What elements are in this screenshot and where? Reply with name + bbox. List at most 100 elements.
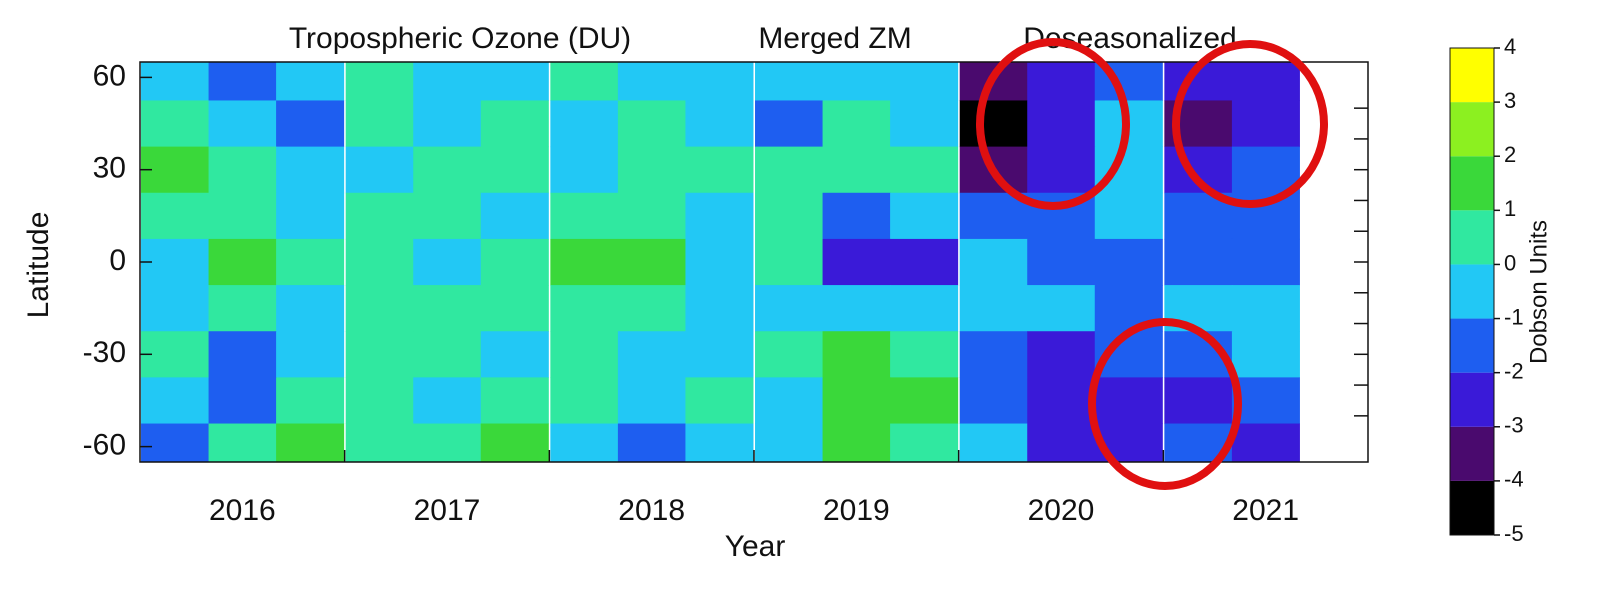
- colorbar-swatch: [1450, 264, 1494, 319]
- heat-cell: [550, 192, 619, 240]
- heat-cell: [1027, 146, 1096, 194]
- heat-cell: [208, 238, 277, 286]
- heat-cell: [413, 377, 482, 425]
- heat-cell: [413, 62, 482, 101]
- heat-cell: [755, 331, 824, 378]
- heat-cell: [413, 331, 482, 378]
- heat-cell: [1027, 62, 1096, 101]
- heat-cell: [890, 423, 959, 462]
- heat-cell: [208, 377, 277, 425]
- heat-cell: [822, 238, 891, 286]
- colorbar-swatch: [1450, 426, 1494, 481]
- heat-cell: [685, 62, 754, 101]
- colorbar-swatch: [1450, 480, 1494, 535]
- heat-cell: [550, 238, 619, 286]
- heat-cell: [685, 423, 754, 462]
- y-axis-label: Latitude: [22, 212, 55, 319]
- heat-cell: [1027, 331, 1096, 378]
- y-tick-label: 30: [93, 152, 126, 185]
- heat-cell: [208, 62, 277, 101]
- x-axis-label: Year: [725, 530, 786, 563]
- heat-cell: [685, 192, 754, 240]
- heat-cell: [1231, 423, 1300, 462]
- heat-cell: [617, 423, 686, 462]
- title: Merged ZM: [758, 22, 911, 55]
- heat-cell: [1164, 423, 1233, 462]
- colorbar-tick-label: 1: [1504, 196, 1516, 221]
- heat-cell: [1094, 238, 1163, 286]
- heat-cell: [276, 238, 345, 286]
- heat-cell: [1027, 423, 1096, 462]
- heat-cell: [890, 331, 959, 378]
- heat-cell: [617, 62, 686, 101]
- heat-cell: [345, 423, 414, 462]
- heat-cell: [276, 146, 345, 194]
- colorbar-tick-label: -2: [1504, 358, 1524, 383]
- heat-cell: [480, 238, 549, 286]
- heat-cell: [141, 100, 210, 148]
- heat-cell: [890, 285, 959, 332]
- heat-cell: [345, 146, 414, 194]
- heat-cell: [1231, 377, 1300, 425]
- heat-cell: [822, 146, 891, 194]
- heat-cell: [208, 285, 277, 332]
- x-tick-label: 2020: [1028, 494, 1095, 527]
- heat-cell: [345, 238, 414, 286]
- heat-cell: [617, 192, 686, 240]
- heat-cell: [755, 238, 824, 286]
- heat-cell: [755, 62, 824, 101]
- heat-cell: [959, 100, 1028, 148]
- heat-cell: [413, 146, 482, 194]
- colorbar-tick-label: -3: [1504, 413, 1524, 438]
- heat-cell: [480, 377, 549, 425]
- heat-cell: [755, 423, 824, 462]
- heat-cell: [959, 238, 1028, 286]
- heat-cell: [1094, 192, 1163, 240]
- colorbar-tick-label: -1: [1504, 304, 1524, 329]
- heat-cell: [276, 331, 345, 378]
- heat-cell: [617, 238, 686, 286]
- heat-cell: [890, 146, 959, 194]
- heat-cell: [890, 62, 959, 101]
- heat-cell: [550, 331, 619, 378]
- heat-cell: [685, 238, 754, 286]
- heat-cell: [208, 192, 277, 240]
- heat-cell: [550, 62, 619, 101]
- heat-cell: [959, 192, 1028, 240]
- heat-cell: [1231, 285, 1300, 332]
- heat-cell: [141, 62, 210, 101]
- heat-cell: [685, 285, 754, 332]
- heat-cell: [1231, 238, 1300, 286]
- heat-cell: [755, 146, 824, 194]
- heat-cell: [141, 377, 210, 425]
- heat-cell: [617, 377, 686, 425]
- heat-cell: [345, 331, 414, 378]
- heat-cell: [276, 285, 345, 332]
- heat-cell: [822, 423, 891, 462]
- heat-cell: [550, 285, 619, 332]
- heat-cell: [413, 192, 482, 240]
- colorbar-swatch: [1450, 156, 1494, 211]
- heat-cell: [1231, 62, 1300, 101]
- heat-cell: [345, 100, 414, 148]
- heat-cell: [1164, 377, 1233, 425]
- colorbar-swatch: [1450, 48, 1494, 103]
- heat-cell: [1027, 285, 1096, 332]
- colorbar-swatch: [1450, 318, 1494, 373]
- heat-cell: [413, 238, 482, 286]
- heat-cell: [208, 331, 277, 378]
- heat-cell: [141, 238, 210, 286]
- heat-cell: [550, 146, 619, 194]
- heat-cell: [755, 377, 824, 425]
- heat-cell: [1027, 100, 1096, 148]
- y-tick-label: -60: [83, 429, 126, 462]
- colorbar-swatch: [1450, 210, 1494, 265]
- heat-cell: [959, 423, 1028, 462]
- heat-cell: [890, 377, 959, 425]
- x-tick-label: 2021: [1232, 494, 1299, 527]
- heat-cell: [480, 192, 549, 240]
- y-tick-label: 60: [93, 59, 126, 92]
- heat-cell: [617, 285, 686, 332]
- heat-cell: [141, 331, 210, 378]
- heat-cell: [617, 100, 686, 148]
